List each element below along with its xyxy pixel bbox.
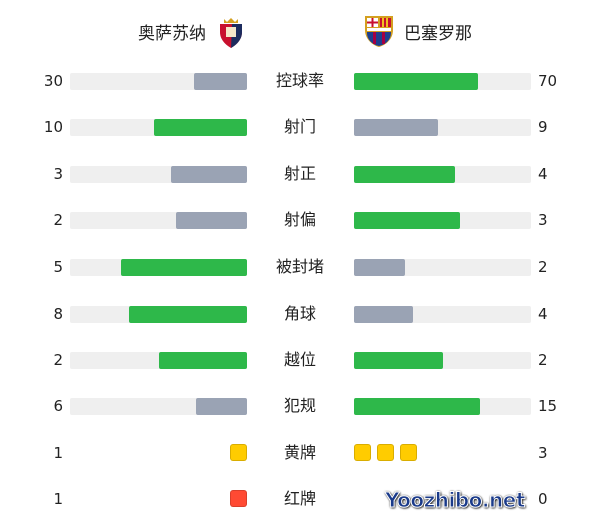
- card-row: 1 红牌 0: [0, 489, 600, 509]
- stat-row: 3 射正 4: [0, 164, 600, 184]
- home-team: 奥萨苏纳: [138, 14, 246, 48]
- yellow-card-icon: [354, 444, 371, 461]
- home-bar-fill: [193, 73, 247, 90]
- away-value: 4: [538, 165, 548, 183]
- home-value: 10: [43, 118, 63, 136]
- away-bar-fill: [354, 166, 456, 183]
- away-value: 4: [538, 305, 548, 323]
- home-cards: [230, 444, 247, 461]
- stat-label: 被封堵: [275, 257, 324, 276]
- stat-label: 越位: [283, 350, 316, 369]
- yellow-card-icon: [400, 444, 417, 461]
- home-bar-fill: [196, 398, 247, 415]
- stat-label: 犯规: [283, 396, 316, 415]
- home-team-name: 奥萨苏纳: [138, 23, 206, 44]
- stat-row: 6 犯规 15: [0, 396, 600, 416]
- away-value: 70: [538, 72, 558, 90]
- home-bar-track: [70, 166, 247, 183]
- stat-label: 黄牌: [283, 443, 316, 462]
- home-bar-track: [70, 398, 247, 415]
- yellow-card-icon: [377, 444, 394, 461]
- home-bar-track: [70, 352, 247, 369]
- home-bar-fill: [171, 166, 247, 183]
- stat-label: 射门: [283, 117, 316, 136]
- away-bar-fill: [354, 398, 481, 415]
- away-bar-track: [354, 398, 531, 415]
- away-value: 3: [538, 444, 548, 462]
- home-value: 5: [53, 258, 63, 276]
- stat-label: 射偏: [283, 210, 316, 229]
- osasuna-crest-icon: [220, 18, 242, 48]
- home-value: 3: [53, 165, 63, 183]
- home-bar-fill: [153, 119, 247, 136]
- home-value: 1: [53, 444, 63, 462]
- away-bar-track: [354, 352, 531, 369]
- stat-row: 2 越位 2: [0, 350, 600, 370]
- away-value: 9: [538, 118, 548, 136]
- stat-label: 红牌: [283, 489, 316, 508]
- home-value: 30: [43, 72, 63, 90]
- away-value: 15: [538, 397, 558, 415]
- home-bar-fill: [176, 212, 247, 229]
- home-value: 2: [53, 211, 63, 229]
- home-value: 6: [53, 397, 63, 415]
- away-bar-fill: [354, 73, 478, 90]
- home-value: 8: [53, 305, 63, 323]
- away-bar-track: [354, 259, 531, 276]
- away-bar-fill: [354, 259, 405, 276]
- away-cards: [354, 444, 417, 461]
- away-bar-track: [354, 212, 531, 229]
- away-bar-track: [354, 166, 531, 183]
- home-bar-track: [70, 212, 247, 229]
- red-card-icon: [230, 490, 247, 507]
- home-bar-track: [70, 259, 247, 276]
- stat-row: 5 被封堵 2: [0, 257, 600, 277]
- stat-row: 2 射偏 3: [0, 210, 600, 230]
- home-cards: [230, 490, 247, 507]
- yellow-card-icon: [230, 444, 247, 461]
- away-value: 0: [538, 490, 548, 508]
- home-value: 2: [53, 351, 63, 369]
- home-bar-fill: [120, 259, 247, 276]
- home-bar-track: [70, 73, 247, 90]
- stat-row: 10 射门 9: [0, 117, 600, 137]
- away-bar-fill: [354, 212, 461, 229]
- home-bar-track: [70, 306, 247, 323]
- away-team: 巴塞罗那: [362, 14, 472, 48]
- home-bar-fill: [158, 352, 247, 369]
- away-team-name: 巴塞罗那: [404, 23, 472, 44]
- away-bar-fill: [354, 306, 413, 323]
- away-bar-track: [354, 119, 531, 136]
- away-value: 2: [538, 258, 548, 276]
- away-bar-fill: [354, 119, 438, 136]
- card-row: 1 黄牌 3: [0, 443, 600, 463]
- away-value: 2: [538, 351, 548, 369]
- away-value: 3: [538, 211, 548, 229]
- stat-row: 30 控球率 70: [0, 71, 600, 91]
- watermark: Yoozhibo.net: [385, 488, 526, 513]
- away-bar-track: [354, 306, 531, 323]
- barcelona-crest-icon: [365, 16, 393, 47]
- home-bar-fill: [129, 306, 247, 323]
- away-bar-track: [354, 73, 531, 90]
- stat-row: 8 角球 4: [0, 304, 600, 324]
- stat-label: 控球率: [275, 71, 324, 90]
- home-value: 1: [53, 490, 63, 508]
- away-bar-fill: [354, 352, 443, 369]
- stat-label: 角球: [283, 304, 316, 323]
- home-bar-track: [70, 119, 247, 136]
- stat-label: 射正: [283, 164, 316, 183]
